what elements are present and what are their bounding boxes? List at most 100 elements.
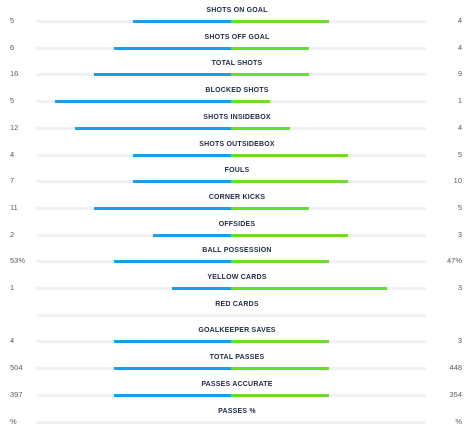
stat-bar-away (231, 20, 329, 23)
stat-away-value: 354 (449, 389, 462, 399)
stat-row: SHOTS OFF GOAL 6 4 (0, 33, 474, 55)
stat-home-value: 5 (10, 96, 15, 106)
stat-label: TOTAL PASSES (209, 354, 265, 362)
stat-home-value: 6 (10, 42, 15, 52)
stat-bar-home (133, 153, 231, 157)
stat-row: SHOTS OUTSIDEBOX 4 5 (0, 140, 474, 162)
stat-home-value: 2 (10, 229, 15, 239)
stat-bar-track (36, 73, 426, 77)
stat-away-value: 3 (457, 283, 462, 292)
stat-bar-away (231, 287, 387, 290)
stat-bar-away (231, 180, 348, 184)
stat-bar-track (36, 420, 426, 424)
stat-bar-home (114, 46, 231, 50)
stat-away-value: 4 (457, 16, 462, 25)
stat-bar-track (36, 393, 426, 397)
stat-row: TOTAL SHOTS 16 9 (0, 59, 474, 81)
stat-label: TOTAL SHOTS (211, 60, 263, 68)
stat-label: BLOCKED SHOTS (205, 87, 269, 95)
stat-bar-home (55, 100, 231, 104)
stat-home-value: % (10, 416, 17, 426)
stat-row: PASSES ACCURATE 397 354 (0, 380, 474, 402)
stat-bar-home (94, 73, 231, 77)
stat-bar-away (231, 393, 329, 397)
stat-bar-away (231, 367, 329, 371)
stat-away-value: 9 (457, 69, 462, 79)
stat-home-value: 12 (10, 122, 19, 132)
stat-bar-away (231, 233, 348, 237)
stat-bar-home (94, 206, 231, 210)
stat-bar-away (231, 340, 329, 344)
stat-label: SHOTS INSIDEBOX (203, 113, 271, 121)
stat-home-value: 16 (10, 69, 19, 79)
stat-bar-home (153, 233, 231, 237)
stat-bar-track (36, 100, 426, 104)
stat-home-value: 5 (10, 16, 15, 25)
stat-away-value: 4 (457, 122, 462, 132)
stat-away-value: 448 (449, 363, 462, 373)
stat-bar-home (114, 260, 231, 264)
stat-row: PASSES %%% (0, 407, 474, 429)
stat-bar-home (133, 20, 231, 23)
stat-away-value: 5 (457, 202, 462, 212)
stat-label: SHOTS ON GOAL (206, 7, 268, 14)
stat-row: RED CARDS (0, 300, 474, 322)
stat-away-value: 4 (457, 42, 462, 52)
stat-home-value: 504 (10, 363, 23, 373)
stat-away-value: 47% (446, 256, 462, 266)
stat-bar-away (231, 126, 290, 130)
stat-away-value: % (455, 416, 462, 426)
stat-row: OFFSIDES 2 3 (0, 220, 474, 242)
stat-bar-track (36, 233, 426, 237)
stat-row: YELLOW CARDS 1 3 (0, 273, 474, 295)
stat-away-value: 10 (453, 176, 462, 186)
stat-row: SHOTS ON GOAL 5 4 (0, 6, 474, 28)
stat-home-value: 7 (10, 176, 15, 186)
stat-label: SHOTS OFF GOAL (204, 33, 270, 41)
stat-bar-track (36, 313, 426, 317)
stat-bar-track (36, 126, 426, 130)
stat-home-value: 4 (10, 149, 15, 159)
stat-bar-track (36, 340, 426, 344)
stat-bar-away (231, 46, 309, 50)
stat-label: BALL POSSESSION (202, 247, 272, 255)
stat-bar-away (231, 206, 309, 210)
stat-bar-away (231, 73, 309, 77)
stat-label: YELLOW CARDS (207, 274, 267, 281)
stat-label: PASSES % (218, 407, 256, 415)
stat-bar-track (36, 367, 426, 371)
stat-bar-home (172, 287, 231, 290)
stat-bar-track (36, 153, 426, 157)
stat-bar-track (36, 20, 426, 23)
stat-label: PASSES ACCURATE (201, 380, 273, 388)
stat-row: CORNER KICKS 11 5 (0, 193, 474, 215)
stat-away-value: 3 (457, 229, 462, 239)
stat-label: OFFSIDES (218, 220, 256, 228)
stat-away-value: 5 (457, 149, 462, 159)
stat-label: GOALKEEPER SAVES (198, 327, 276, 335)
stat-bar-home (114, 340, 231, 344)
stat-label: FOULS (224, 167, 250, 175)
stat-bar-track (36, 260, 426, 264)
stat-home-value: 397 (10, 389, 23, 399)
stat-home-value: 1 (10, 283, 15, 292)
stat-row: BALL POSSESSION 53% 47% (0, 246, 474, 268)
stat-bar-track (36, 180, 426, 184)
stat-bar-track (36, 287, 426, 290)
stat-bar-home (75, 126, 231, 130)
stat-home-value: 4 (10, 336, 15, 346)
stat-row: BLOCKED SHOTS 5 1 (0, 86, 474, 108)
stat-home-value: 53% (10, 256, 26, 266)
stat-row: FOULS 7 10 (0, 166, 474, 188)
stat-row: GOALKEEPER SAVES 4 3 (0, 326, 474, 348)
stat-bar-away (231, 260, 329, 264)
stat-label: SHOTS OUTSIDEBOX (199, 140, 275, 148)
stat-away-value: 3 (457, 336, 462, 346)
stat-row: TOTAL PASSES 504 448 (0, 353, 474, 375)
stat-bar-away (231, 153, 348, 157)
stat-bar-home (114, 393, 231, 397)
stat-label: CORNER KICKS (208, 193, 266, 201)
stat-row: SHOTS INSIDEBOX 12 4 (0, 113, 474, 135)
stat-bar-track (36, 206, 426, 210)
